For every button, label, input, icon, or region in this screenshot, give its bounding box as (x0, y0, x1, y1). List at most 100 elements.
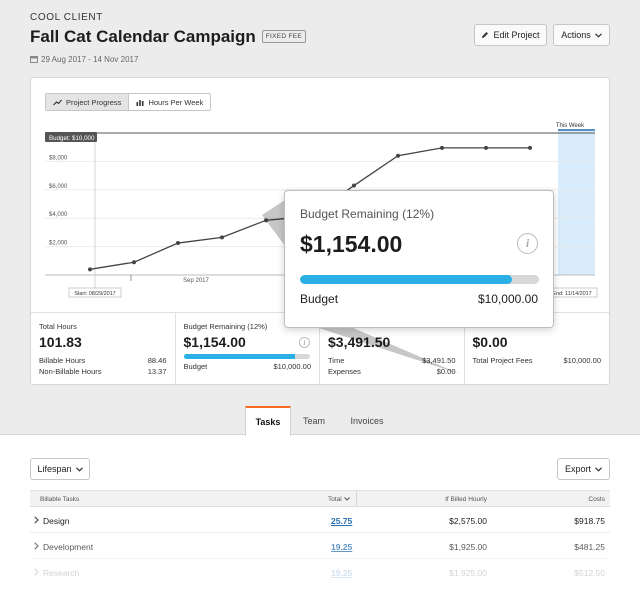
progress-point (220, 235, 224, 240)
popover-budget-label: Budget (300, 292, 339, 306)
this-week-label: This Week (556, 123, 585, 129)
project-progress-label: Project Progress (66, 97, 122, 107)
task-billed-value: $2,575.00 (449, 516, 487, 526)
date-range: 29 Aug 2017 - 14 Nov 2017 (41, 55, 139, 64)
total-header-label: Total (328, 496, 342, 503)
project-fees-row: Total Project Fees $10,000.00 (473, 356, 602, 365)
table-row[interactable]: Design 25.75 $2,575.00 $918.75 (30, 507, 610, 533)
budget-remaining-value: $1,154.00 (183, 334, 246, 350)
pencil-icon (482, 32, 489, 38)
progress-point (484, 145, 488, 150)
project-fees-label: Total Project Fees (472, 356, 533, 365)
billable-hours-label: Billable Hours (39, 356, 86, 365)
hours-per-week-label: Hours Per Week (148, 97, 204, 107)
sort-down-icon (343, 497, 350, 501)
progress-point (132, 260, 136, 265)
project-header-area: COOL CLIENT Fall Cat Calendar Campaign FI… (0, 0, 640, 436)
start-label-box (68, 287, 122, 298)
x-tick-label: Sep 2017 (183, 278, 209, 284)
bar-chart-icon (136, 99, 144, 106)
nonbillable-hours-row: Non-Billable Hours 13.37 (39, 367, 167, 376)
budget-remaining-stat: Budget Remaining (12%) $1,154.00 i Budge… (176, 313, 320, 384)
tab-team[interactable]: Team (302, 415, 325, 426)
popover-budget-value: $10,000.00 (477, 292, 538, 306)
project-title: Fall Cat Calendar Campaign (30, 27, 256, 46)
tab-invoices[interactable]: Invoices (350, 415, 384, 426)
column-divider (356, 491, 357, 507)
expenses-row: Expenses $0.00 (328, 367, 456, 376)
actions-label: Actions (561, 30, 591, 40)
total-hours-label: Total Hours (39, 322, 77, 331)
edit-project-label: Edit Project (493, 30, 540, 40)
progress-point (176, 241, 180, 246)
task-billed-value: $1,925.00 (449, 542, 487, 552)
chevron-down-icon (594, 32, 602, 38)
fees-stat: . $0.00 Total Project Fees$10,000.00 (465, 313, 610, 384)
popover-label: Budget Remaining (12%) (300, 207, 435, 221)
hours-per-week-toggle[interactable]: Hours Per Week (129, 94, 210, 110)
progress-point (528, 145, 532, 150)
time-row: Time $3,491.50 (328, 356, 456, 365)
page-title: Fall Cat Calendar Campaign FIXED FEE (30, 27, 307, 47)
task-total-link[interactable]: 19.25 (331, 542, 353, 552)
y-tick-label: $6,000 (49, 184, 68, 190)
billable-hours-row: Billable Hours 88.46 (39, 356, 167, 365)
tab-tasks[interactable]: Tasks (245, 406, 291, 436)
task-name: Design (43, 516, 70, 526)
budget-row: Budget $10,000.00 (184, 362, 312, 371)
chevron-down-icon (75, 466, 83, 472)
budget-progress-fill (183, 354, 295, 359)
total-hours-stat: Total Hours 101.83 Billable Hours 88.46 N… (31, 313, 176, 384)
budget-remaining-label: Budget Remaining (12%) (183, 322, 268, 331)
budget-label-bg (45, 132, 97, 142)
chevron-right-icon[interactable] (34, 516, 39, 524)
progress-point (264, 218, 268, 223)
project-dates: 29 Aug 2017 - 14 Nov 2017 (30, 55, 138, 64)
popover-info-icon[interactable]: i (517, 233, 538, 254)
lifespan-label: Lifespan (37, 464, 72, 474)
time-value: $3,491.50 (422, 356, 456, 365)
progress-point (88, 267, 92, 272)
nonbillable-hours-value: 13.37 (147, 367, 167, 376)
budget-label: Budget (183, 362, 208, 371)
project-fees-value: $10,000.00 (563, 356, 601, 365)
y-tick-label: $8,000 (49, 155, 68, 161)
budget-label: Budget: $10,000 (49, 135, 95, 142)
expenses-label: Expenses (328, 367, 361, 376)
time-label: Time (328, 356, 345, 365)
progress-point (352, 183, 356, 188)
popover-progress-fill (300, 275, 512, 284)
client-name[interactable]: COOL CLIENT (30, 12, 103, 23)
line-chart-icon (53, 99, 62, 105)
chevron-down-icon (595, 466, 602, 472)
billable-tasks-header: Billable Tasks (40, 496, 80, 503)
this-week-highlight (558, 130, 595, 275)
task-total-link[interactable]: 25.75 (331, 516, 353, 526)
total-header[interactable]: Total (328, 496, 350, 503)
table-header: Billable Tasks Total If Billed Hourly Co… (30, 490, 610, 507)
project-progress-toggle[interactable]: Project Progress (46, 94, 130, 110)
info-icon[interactable]: i (299, 337, 310, 348)
task-costs-value: $481.25 (574, 542, 605, 552)
end-label: End: 11/14/2017 (552, 291, 591, 297)
progress-point (396, 153, 400, 158)
calendar-icon (30, 56, 38, 63)
export-label: Export (564, 464, 591, 474)
popover-value: $1,154.00 (300, 231, 403, 257)
start-label: Start: 08/29/2017 (74, 291, 115, 297)
export-dropdown[interactable]: Export (557, 458, 610, 480)
budget-value: $10,000.00 (273, 362, 311, 371)
task-name: Development (43, 542, 94, 552)
bottom-fade (0, 548, 640, 600)
task-costs-value: $918.75 (574, 516, 605, 526)
costs-stat: . $3,491.50 Time$3,491.50 Expenses$0.00 (320, 313, 465, 384)
fees-value: $0.00 (472, 334, 508, 350)
edit-project-button[interactable]: Edit Project (474, 24, 547, 46)
costs-header: Costs (588, 496, 605, 503)
lifespan-dropdown[interactable]: Lifespan (30, 458, 90, 480)
actions-button[interactable]: Actions (553, 24, 610, 46)
expenses-value: $0.00 (436, 367, 456, 376)
total-hours-value: 101.83 (39, 334, 82, 350)
project-tabs: Tasks Team Invoices (245, 406, 397, 436)
popover-progress-bar (300, 275, 539, 284)
